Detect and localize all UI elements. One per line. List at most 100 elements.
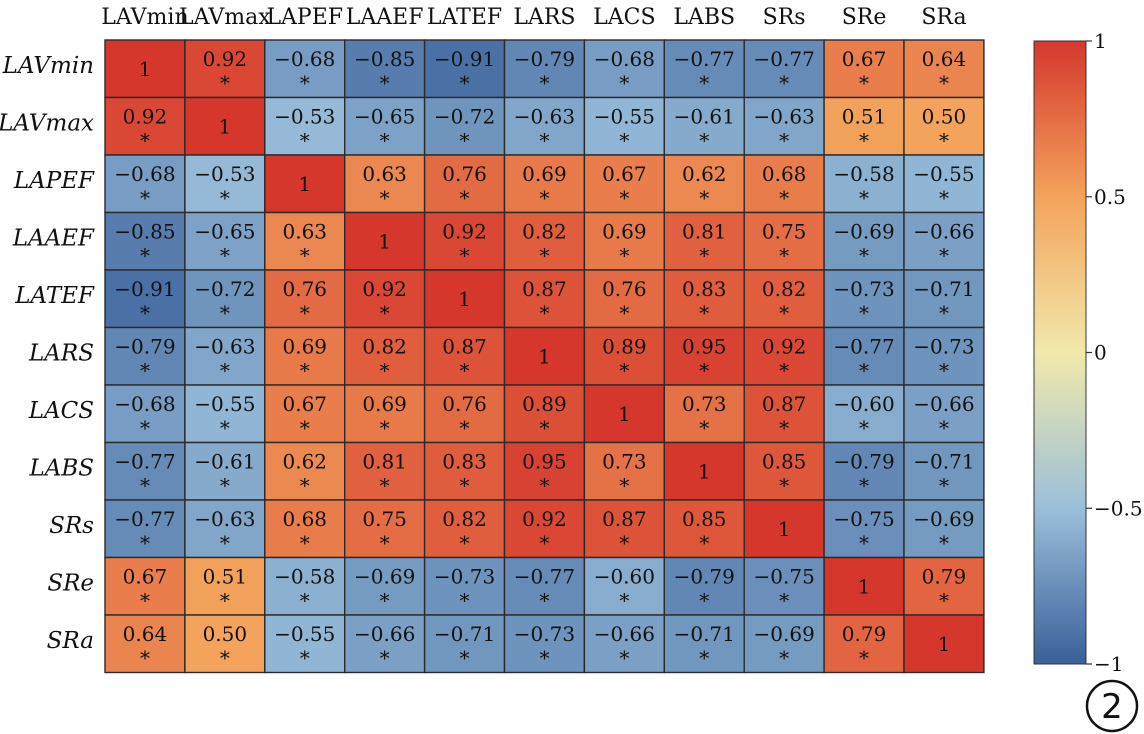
cell-value-label: −0.66 — [913, 392, 974, 416]
colorbar-tick-label: 0.5 — [1094, 185, 1126, 209]
cell-value-label: 0.76 — [602, 277, 647, 301]
heatmap-cell-lavmin-lapef — [264, 39, 346, 99]
cell-value-label: −0.71 — [674, 622, 735, 646]
heatmap-cell-lapef-sra — [903, 154, 985, 214]
cell-value-label: 0.87 — [522, 277, 567, 301]
heatmap-cell-lacs-labs — [663, 384, 745, 444]
significance-marker: * — [460, 129, 470, 153]
significance-marker: * — [380, 71, 390, 95]
heatmap-cell-srs-srs — [743, 499, 825, 559]
heatmap-cell-latef-lavmax — [184, 269, 266, 329]
significance-marker: * — [779, 589, 789, 613]
column-label-lavmax: LAVmax — [179, 5, 271, 30]
cell-value-label: −0.60 — [594, 565, 655, 589]
cell-value-label: −0.77 — [754, 47, 815, 71]
cell-value-label: 0.69 — [282, 335, 327, 359]
significance-marker: * — [619, 646, 629, 670]
cell-value-label: 0.87 — [762, 392, 807, 416]
cell-value-label: 0.85 — [762, 450, 807, 474]
heatmap-cell-lapef-lars — [503, 154, 586, 214]
significance-marker: * — [220, 474, 230, 498]
significance-marker: * — [619, 186, 629, 210]
significance-marker: * — [619, 129, 629, 153]
heatmap-cell-laaef-sre — [823, 211, 905, 271]
cell-value-label: 0.62 — [282, 450, 327, 474]
cell-value-label: −0.63 — [194, 335, 255, 359]
heatmap-cell-sre-latef — [423, 556, 506, 616]
significance-marker: * — [140, 416, 150, 440]
significance-marker: * — [140, 244, 150, 268]
significance-marker: * — [300, 129, 310, 153]
heatmap-cell-srs-labs — [663, 499, 745, 559]
heatmap-cell-labs-lavmin — [104, 441, 186, 501]
significance-marker: * — [220, 301, 230, 325]
cell-value-label: 0.51 — [842, 105, 887, 129]
cell-value-label: −0.65 — [354, 105, 415, 129]
cell-value-label: 0.81 — [362, 450, 407, 474]
significance-marker: * — [939, 244, 949, 268]
panel-badge-label: 2 — [1101, 687, 1123, 727]
cell-value-label: −0.77 — [114, 507, 175, 531]
significance-marker: * — [939, 474, 949, 498]
colorbar-tick-label: −0.5 — [1094, 496, 1143, 520]
significance-marker: * — [380, 416, 390, 440]
significance-marker: * — [619, 301, 629, 325]
significance-marker: * — [699, 71, 709, 95]
cell-value-label: 0.73 — [682, 392, 727, 416]
heatmap-cell-sra-labs — [663, 614, 745, 674]
cell-value-label: −0.68 — [274, 47, 335, 71]
heatmap-cell-latef-latef — [423, 269, 506, 329]
significance-marker: * — [300, 474, 310, 498]
heatmap-cell-latef-sra — [903, 269, 985, 329]
column-label-sra: SRa — [921, 5, 966, 30]
row-label-lacs: LACS — [28, 398, 94, 424]
heatmap-cell-sra-lavmin — [104, 614, 186, 674]
heatmap-cell-sre-srs — [743, 556, 825, 616]
cell-value-label: 0.82 — [442, 507, 487, 531]
heatmap-cell-lapef-lavmin — [104, 154, 186, 214]
significance-marker: * — [300, 531, 310, 555]
significance-marker: * — [460, 71, 470, 95]
heatmap-cell-sra-latef — [423, 614, 506, 674]
heatmap-cell-laaef-lacs — [583, 211, 666, 271]
heatmap-cell-lars-lars — [503, 326, 586, 386]
significance-marker: * — [699, 416, 709, 440]
significance-marker: * — [300, 71, 310, 95]
row-label-lavmin: LAVmin — [2, 53, 94, 79]
row-label-lars: LARS — [28, 340, 94, 366]
significance-marker: * — [140, 589, 150, 613]
row-label-lapef: LAPEF — [13, 168, 95, 194]
significance-marker: * — [859, 244, 869, 268]
significance-marker: * — [380, 301, 390, 325]
cell-value-label: −0.79 — [833, 450, 894, 474]
significance-marker: * — [699, 186, 709, 210]
cell-value-label: −0.77 — [674, 47, 735, 71]
column-label-lapef: LAPEF — [266, 5, 343, 30]
cell-value-label: 0.67 — [282, 392, 327, 416]
heatmap-cell-laaef-sra — [903, 211, 985, 271]
cell-value-label: 0.81 — [682, 220, 727, 244]
cell-value-label: −0.91 — [434, 47, 495, 71]
cell-value-label: −0.79 — [514, 47, 575, 71]
cell-value-label: −0.68 — [114, 392, 175, 416]
significance-marker: * — [779, 474, 789, 498]
row-label-latef: LATEF — [14, 283, 95, 309]
heatmap-cell-lavmax-lars — [503, 96, 586, 156]
cell-value-label: 0.82 — [762, 277, 807, 301]
cell-value-label: −0.72 — [194, 277, 255, 301]
cell-value-label: −0.79 — [674, 565, 735, 589]
significance-marker: * — [939, 359, 949, 383]
column-label-laaef: LAAEF — [346, 5, 424, 30]
heatmap-cell-lavmax-lavmin — [104, 96, 186, 156]
cell-value-label: 0.92 — [762, 335, 807, 359]
cell-value-label: 0.64 — [922, 47, 967, 71]
heatmap-cell-sre-laaef — [344, 556, 426, 616]
cell-value-label: 0.50 — [922, 105, 967, 129]
heatmap-cell-srs-sre — [823, 499, 905, 559]
cell-value-label: 0.92 — [442, 220, 487, 244]
significance-marker: * — [779, 416, 789, 440]
significance-marker: * — [460, 646, 470, 670]
significance-marker: * — [140, 474, 150, 498]
heatmap-cell-srs-lapef — [264, 499, 346, 559]
